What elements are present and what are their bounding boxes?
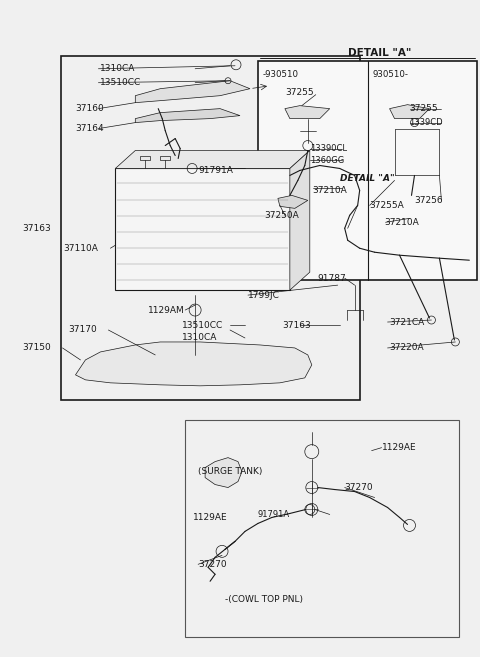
Text: 37150: 37150: [23, 344, 51, 352]
Text: DETAIL "A": DETAIL "A": [348, 48, 411, 58]
Text: 1129AM: 1129AM: [148, 306, 185, 315]
Text: 91791A: 91791A: [258, 510, 290, 519]
Text: (SURGE TANK): (SURGE TANK): [198, 467, 263, 476]
Text: 37250A: 37250A: [264, 211, 299, 220]
Text: 13510CC: 13510CC: [100, 78, 142, 87]
Polygon shape: [135, 108, 240, 123]
Text: 37210A: 37210A: [384, 218, 420, 227]
Text: 1310CA: 1310CA: [100, 64, 136, 73]
Text: 37164: 37164: [75, 124, 104, 133]
Text: 13510CC: 13510CC: [182, 321, 223, 330]
Polygon shape: [75, 342, 312, 386]
Text: 37220A: 37220A: [390, 344, 424, 352]
Polygon shape: [258, 61, 477, 280]
Text: 930510-: 930510-: [372, 70, 408, 79]
Text: 1129AE: 1129AE: [382, 443, 416, 452]
Polygon shape: [290, 150, 310, 290]
Text: 37255: 37255: [409, 104, 438, 113]
Text: 37163: 37163: [282, 321, 311, 330]
Text: 37170: 37170: [69, 325, 97, 334]
Text: 13390CL: 13390CL: [310, 144, 347, 153]
Text: 1129AE: 1129AE: [193, 513, 228, 522]
Text: 37270: 37270: [345, 483, 373, 492]
Text: 1339CD: 1339CD: [409, 118, 443, 127]
Text: 37160: 37160: [75, 104, 104, 113]
Polygon shape: [135, 81, 250, 102]
Text: 1360GG: 1360GG: [310, 156, 344, 165]
Text: 37255A: 37255A: [370, 201, 404, 210]
Text: 91791A: 91791A: [198, 166, 233, 175]
Polygon shape: [278, 195, 308, 208]
Text: DETAIL "A": DETAIL "A": [340, 174, 395, 183]
Polygon shape: [285, 106, 330, 119]
Polygon shape: [390, 104, 430, 119]
Text: -(COWL TOP PNL): -(COWL TOP PNL): [225, 595, 303, 604]
Text: 3721CA: 3721CA: [390, 317, 425, 327]
Text: 37210A: 37210A: [312, 186, 347, 195]
Text: 1799JC: 1799JC: [248, 290, 280, 300]
Text: -930510: -930510: [263, 70, 299, 79]
Text: 91787: 91787: [318, 274, 347, 283]
Polygon shape: [115, 168, 290, 290]
Text: 37256: 37256: [415, 196, 443, 205]
Text: 37255: 37255: [285, 88, 313, 97]
Text: 37270: 37270: [198, 560, 227, 569]
Text: 1310CA: 1310CA: [182, 334, 217, 342]
Polygon shape: [205, 458, 242, 487]
Text: 37163: 37163: [23, 224, 51, 233]
Text: 37110A: 37110A: [63, 244, 98, 253]
Polygon shape: [115, 150, 310, 168]
